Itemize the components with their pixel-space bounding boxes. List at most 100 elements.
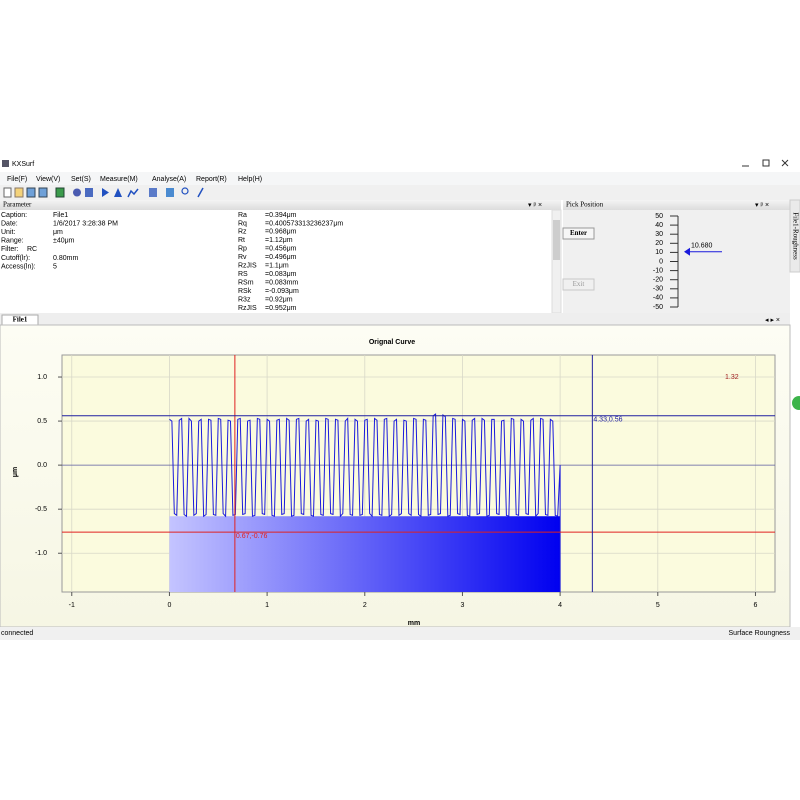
status-bar (0, 627, 800, 640)
result-value: =0.952μm (265, 305, 297, 312)
enter-button[interactable] (562, 227, 595, 240)
info-value: 1/6/2017 3:28:38 PM (53, 220, 118, 227)
result-name: RSk (238, 288, 252, 295)
toolbar-icons[interactable] (3, 187, 204, 198)
result-name: Ra (238, 212, 247, 219)
panel-body (0, 210, 552, 313)
result-name: Rt (238, 237, 245, 244)
result-name: Rv (238, 254, 247, 261)
x-tick-label: 4 (558, 602, 562, 609)
panel-controls[interactable]: ▾ ᵖ × (755, 202, 769, 209)
info-label: Cutoff(lr): (1, 255, 30, 262)
cursor-label: 4.33,0.56 (593, 417, 622, 424)
info-label: Date: (1, 220, 18, 227)
result-value: =0.456μm (265, 246, 297, 253)
result-value: =0.968μm (265, 229, 297, 236)
plot-layer (62, 355, 775, 592)
scroll-thumb[interactable] (553, 220, 560, 260)
ruler-label: 0 (659, 258, 663, 265)
menu-item[interactable]: Set(S) (71, 176, 91, 183)
result-value: =1.12μm (265, 237, 293, 244)
info-value: μm (53, 229, 63, 236)
x-tick-label: 5 (656, 602, 660, 609)
curve-fill (169, 516, 561, 592)
result-value: =0.92μm (265, 296, 293, 303)
ruler-label: 30 (655, 231, 663, 238)
result-name: Rq (238, 220, 247, 227)
x-tick-label: -1 (69, 602, 75, 609)
x-tick-label: 2 (363, 602, 367, 609)
ruler-label: -30 (653, 286, 663, 293)
result-value: =1.1μm (265, 263, 289, 270)
x-tick-label: 1 (265, 602, 269, 609)
delta-annotation: 1.32 (725, 374, 739, 381)
title-bar (0, 157, 800, 171)
menu-item[interactable]: Analyse(A) (152, 176, 186, 183)
ruler-label: 10 (655, 249, 663, 256)
panel-header (0, 200, 561, 210)
side-tab-label[interactable]: File1-Roughness (791, 212, 799, 260)
result-value: =0.496μm (265, 254, 297, 261)
chart-title: Orignal Curve (369, 339, 415, 346)
menu-item[interactable]: Help(H) (238, 176, 262, 183)
info-label: Range: (1, 238, 24, 245)
menu-item[interactable]: Measure(M) (100, 176, 138, 183)
position-label: 10.680 (691, 243, 713, 250)
panel-title: Pick Position (566, 201, 604, 209)
tab-strip (0, 313, 790, 325)
exit-button-label: Exit (573, 280, 585, 288)
floating-widget[interactable] (792, 396, 800, 410)
x-axis-title: mm (408, 620, 420, 627)
ruler-label: -10 (653, 267, 663, 274)
cursor-label: 0.67,-0.76 (236, 533, 268, 540)
info-value: File1 (53, 212, 68, 219)
position-marker (684, 247, 690, 256)
result-name: Rp (238, 246, 247, 253)
result-value: =-0.093μm (265, 288, 299, 295)
toolbar (0, 185, 800, 200)
result-name: RzJIS (238, 305, 257, 312)
result-value: =0.394μm (265, 212, 297, 219)
result-name: RSm (238, 279, 254, 286)
panel-title: Parameter (3, 201, 32, 209)
ruler-label: -20 (653, 277, 663, 284)
tab-controls[interactable]: ◂ ▸ × (765, 317, 780, 324)
x-tick-label: 3 (460, 602, 464, 609)
status-left: connected (1, 630, 33, 637)
x-tick-label: 0 (167, 602, 171, 609)
doc-tab-label[interactable]: File1 (13, 316, 28, 324)
y-tick-label: -0.5 (35, 506, 47, 513)
menu-item[interactable]: Report(R) (196, 176, 227, 183)
side-tab[interactable] (789, 199, 800, 273)
result-name: Rz (238, 229, 247, 236)
ruler-label: 50 (655, 213, 663, 220)
y-tick-label: 0.5 (37, 418, 47, 425)
info-label: Caption: (1, 212, 27, 219)
result-name: RzJIS (238, 263, 257, 270)
info-value: 5 (53, 263, 57, 270)
y-axis-title: μm (12, 467, 19, 478)
result-name: R3z (238, 296, 251, 303)
x-tick-label: 6 (754, 602, 758, 609)
menu-item[interactable]: File(F) (7, 176, 27, 183)
result-value: =0.083mm (265, 279, 298, 286)
info-value: ±40μm (53, 238, 75, 245)
status-right: Surface Roungness (729, 630, 791, 637)
menu-bar (0, 172, 800, 185)
panel-controls[interactable]: ▾ ᵖ × (528, 202, 542, 209)
ruler-label: 40 (655, 222, 663, 229)
y-tick-label: 1.0 (37, 374, 47, 381)
panel-header (563, 200, 790, 210)
ruler-label: -40 (653, 295, 663, 302)
menu-item[interactable]: View(V) (36, 176, 60, 183)
window-controls[interactable] (742, 159, 789, 167)
result-name: RS (238, 271, 248, 278)
window-title: KXSurf (12, 161, 34, 168)
y-tick-label: -1.0 (35, 550, 47, 557)
enter-button-label[interactable]: Enter (570, 229, 587, 237)
y-tick-label: 0.0 (37, 462, 47, 469)
result-value: =0.400573313236237μm (265, 220, 343, 227)
result-value: =0.083μm (265, 271, 297, 278)
